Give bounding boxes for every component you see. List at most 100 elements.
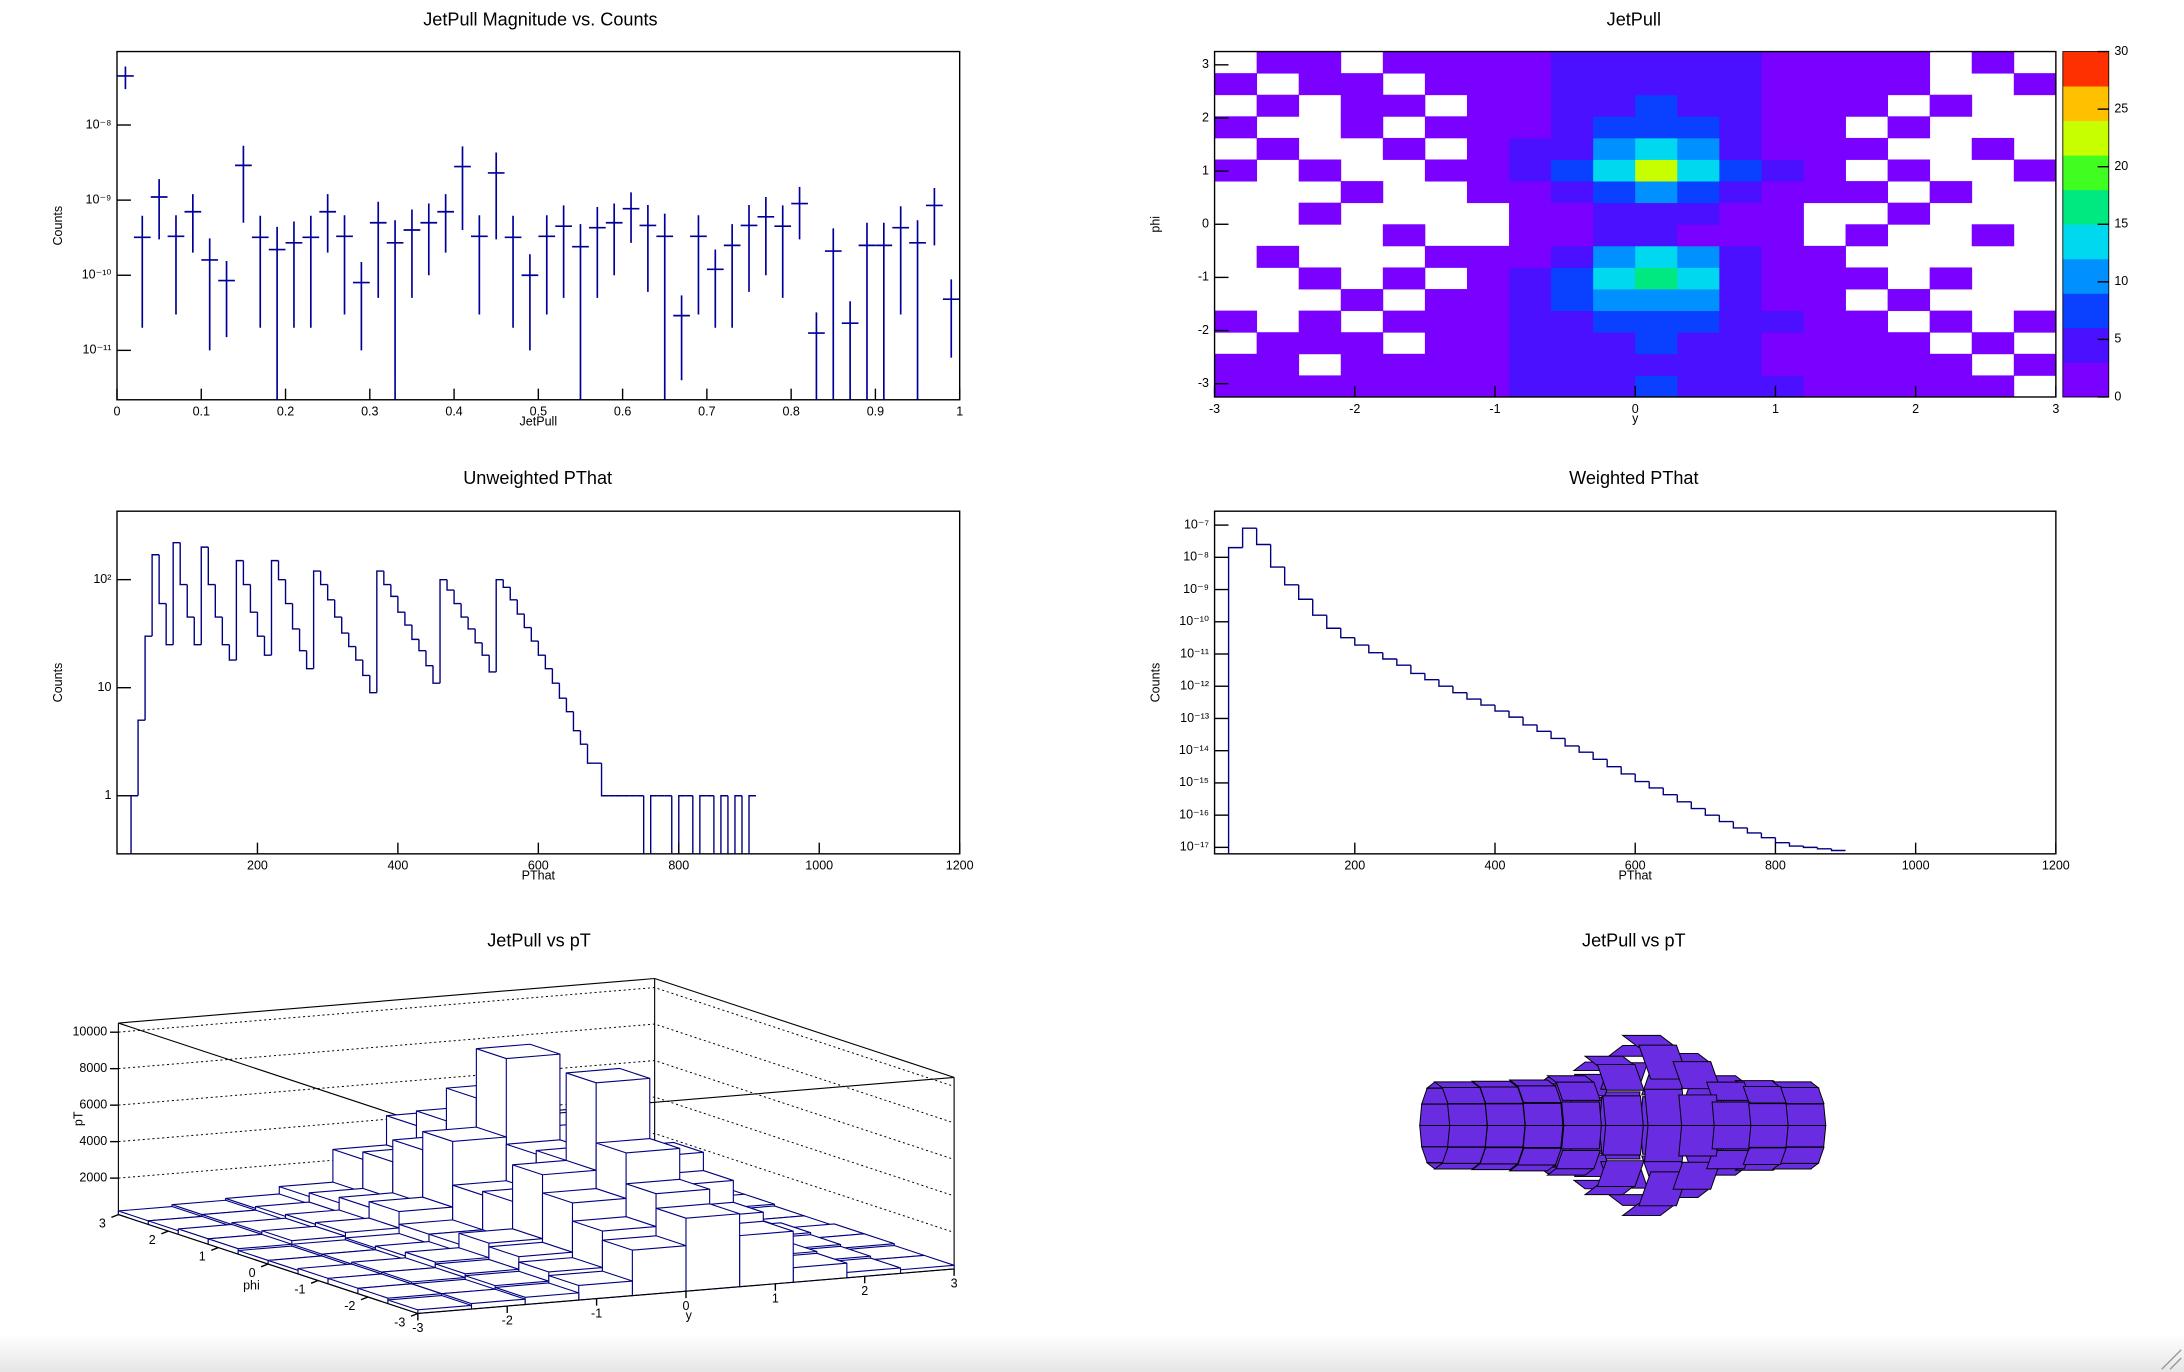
- cyl-cell: [1522, 1102, 1564, 1126]
- heat-cell: [1677, 73, 1720, 96]
- heat-cell: [1719, 137, 1762, 160]
- hist-bin: [1508, 711, 1524, 718]
- hist-bin: [1676, 794, 1692, 803]
- y-tick-label: 10⁻¹³: [1180, 711, 1209, 725]
- heat-cell: [1761, 159, 1804, 182]
- heat-cell: [1845, 94, 1889, 117]
- heat-cell: [1509, 73, 1552, 96]
- heat-cell: [1803, 267, 1846, 290]
- cyl-cell: [1780, 1146, 1825, 1164]
- x-tick-label: 400: [387, 859, 408, 873]
- hist-bin: [235, 559, 244, 661]
- hist-bin: [523, 614, 532, 629]
- heat-cell: [1635, 353, 1678, 376]
- hist-bin: [439, 578, 448, 684]
- heat-cell: [1466, 159, 1510, 182]
- y-axis-label: Counts: [51, 206, 65, 246]
- hist-bin: [748, 795, 757, 854]
- heat-cell: [1845, 353, 1889, 376]
- heat-cell: [1803, 51, 1846, 74]
- cyl-cell: [1479, 1086, 1524, 1104]
- hist-bin: [404, 612, 412, 626]
- heat-cell: [1677, 353, 1720, 376]
- heat-cell: [1382, 94, 1426, 117]
- error-bar: [690, 215, 707, 315]
- error-bar: [538, 215, 556, 315]
- heat-cell: [1214, 73, 1258, 96]
- heat-cell: [1971, 51, 2015, 74]
- hist-bin: [572, 711, 581, 732]
- heat-cell: [1509, 94, 1552, 117]
- window-footer: [0, 1334, 2184, 1372]
- hist-bin: [488, 655, 497, 673]
- error-bar: [218, 260, 235, 338]
- heat-cell: [1256, 137, 1300, 160]
- hist-bin: [369, 675, 377, 694]
- x-tick-label: 0.9: [867, 405, 884, 419]
- heat-cell: [1803, 94, 1846, 117]
- heat-cell: [1971, 375, 2015, 397]
- heat-cell: [1635, 332, 1678, 355]
- heat-cell: [1887, 159, 1931, 182]
- error-bar: [757, 197, 775, 276]
- hist-bin: [151, 554, 160, 637]
- hist-bin: [1312, 599, 1327, 616]
- heat-cell: [1551, 224, 1594, 247]
- heat-cell: [1719, 289, 1762, 312]
- cyl-cell: [1484, 1103, 1526, 1126]
- heat-cell: [1424, 73, 1468, 96]
- hist-bin: [137, 719, 146, 796]
- error-bar: [319, 194, 337, 253]
- heat-cell: [1761, 332, 1804, 355]
- phi-tick: [161, 1230, 169, 1235]
- hist-bin: [1592, 752, 1608, 761]
- x-tick-label: 0: [1632, 402, 1639, 416]
- resize-grip[interactable]: [2161, 1349, 2182, 1370]
- heat-cell: [1635, 310, 1678, 333]
- error-bar: [841, 301, 859, 400]
- heat-cell: [1635, 289, 1678, 312]
- heat-cell: [1298, 159, 1342, 182]
- y-tick-label: 1: [772, 1291, 779, 1305]
- z-tick-label: 8000: [79, 1061, 107, 1075]
- colorbar-tick-label: 20: [2114, 159, 2128, 173]
- hist-bin: [1269, 544, 1285, 568]
- hist-bin: [130, 795, 139, 854]
- error-bar: [673, 295, 690, 381]
- heat-cell: [1551, 181, 1594, 204]
- heat-cell: [1803, 116, 1846, 139]
- colorbar-band: [2062, 189, 2109, 225]
- error-bar: [268, 226, 286, 400]
- heat-cell: [1551, 245, 1594, 268]
- heat-cell: [1424, 245, 1468, 268]
- hist-bin: [312, 570, 321, 669]
- heat-cell: [1719, 353, 1762, 376]
- hist-bin: [425, 650, 434, 667]
- heat-cell: [1424, 51, 1468, 74]
- phi-tick: [310, 1279, 319, 1284]
- error-bar: [235, 145, 252, 223]
- error-bar: [353, 262, 370, 351]
- error-bar: [386, 220, 404, 400]
- heat-cell: [1509, 310, 1552, 333]
- heat-cell: [1635, 94, 1678, 117]
- error-bar: [420, 203, 438, 276]
- heat-cell: [1887, 289, 1931, 312]
- heat-cell: [1509, 353, 1552, 376]
- chart-title: JetPull Magnitude vs. Counts: [423, 10, 657, 30]
- heat-cell: [1256, 94, 1300, 117]
- hist-bin: [530, 627, 539, 642]
- heat-cell: [1635, 245, 1678, 268]
- x-tick-label: 1200: [946, 859, 974, 873]
- x-tick-label: 0.1: [193, 405, 210, 419]
- cyl-cell: [1546, 1075, 1596, 1083]
- hist-bin: [720, 795, 728, 854]
- phi-tick: [260, 1263, 269, 1268]
- y-tick-label: 10⁻⁹: [1183, 582, 1209, 596]
- heat-cell: [1509, 375, 1552, 397]
- x-tick-label: 3: [2052, 402, 2059, 416]
- x-tick-label: -3: [1209, 402, 1220, 416]
- heat-cell: [1887, 332, 1931, 355]
- y-tick-label: 10⁻¹¹: [83, 343, 112, 357]
